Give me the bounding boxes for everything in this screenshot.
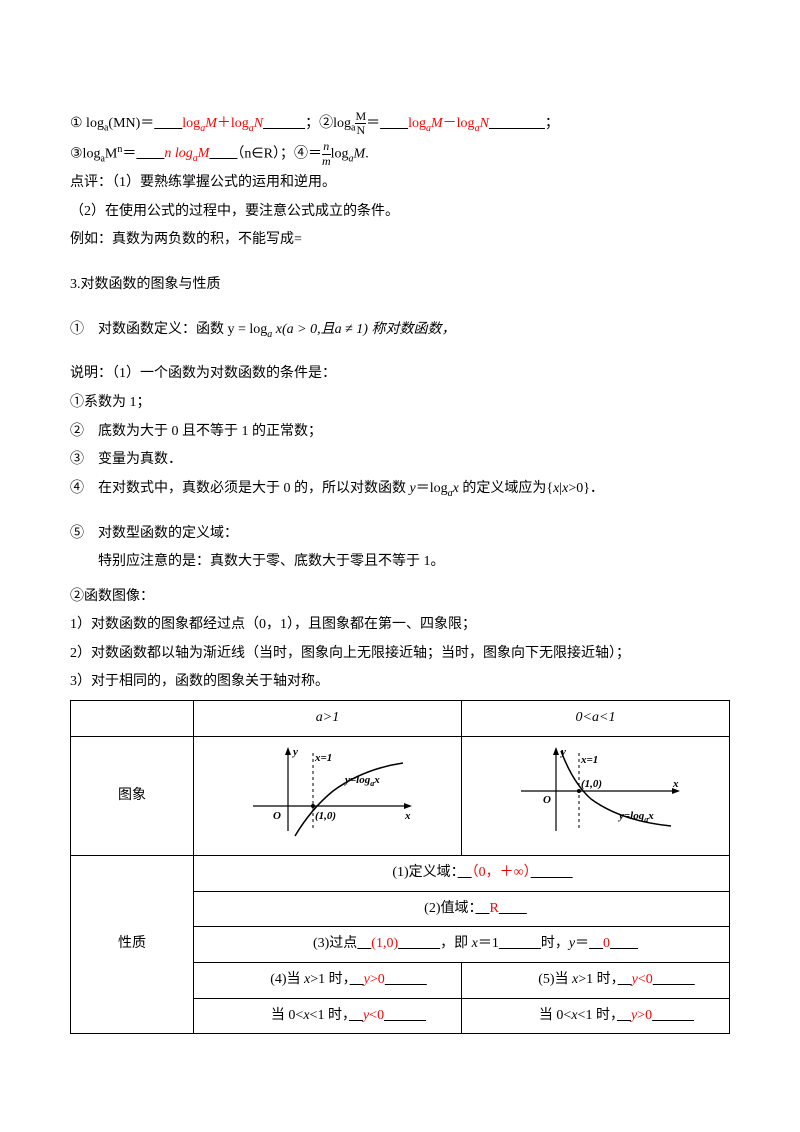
svg-text:O: O (273, 810, 281, 822)
cond-4: ④ 在对数式中，真数必须是大于 0 的，所以对数函数 y＝logax 的定义域应… (70, 476, 730, 503)
svg-text:y: y (291, 746, 298, 758)
graph-decreasing: y x=1 y=logax O (1,0) x (462, 736, 730, 856)
svg-text:O: O (543, 794, 551, 806)
prop-range: (2)值域： R (194, 891, 730, 927)
definition: ① 对数函数定义：函数 y = loga x(a > 0,且a ≠ 1) 称对数… (70, 317, 730, 344)
table-corner (71, 701, 194, 737)
svg-text:y=logax: y=logax (617, 810, 654, 824)
explain-lead: 说明：（1）一个函数为对数函数的条件是： (70, 361, 730, 388)
graph-note-1: 1）对数函数的图象都经过点（0，1），且图象都在第一、四象限； (70, 612, 730, 639)
prop-4: (4)当 x>1 时， y>0 (194, 963, 462, 999)
svg-text:(1,0): (1,0) (581, 778, 602, 790)
prop-4b: 当 0<x<1 时， y<0 (194, 998, 462, 1034)
svg-text:(1,0): (1,0) (315, 810, 336, 822)
col-a-lt-1: 0<a<1 (462, 701, 730, 737)
graph-note-3: 3）对于相同的，函数的图象关于轴对称。 (70, 669, 730, 696)
svg-text:y=logax: y=logax (343, 774, 380, 788)
row-graph-label: 图象 (71, 736, 194, 856)
svg-text:y: y (559, 746, 566, 758)
image-heading: ②函数图像： (70, 584, 730, 611)
cond-5: ⑤ 对数型函数的定义域： (70, 521, 730, 548)
section-3-title: 3.对数函数的图象与性质 (70, 272, 730, 299)
cond-1: ①系数为 1； (70, 390, 730, 417)
svg-text:x=1: x=1 (580, 754, 598, 766)
comment-2: （2）在使用公式的过程中，要注意公式成立的条件。 (70, 199, 730, 226)
svg-text:x: x (404, 810, 411, 822)
example: 例如：真数为两负数的积，不能写成= (70, 227, 730, 254)
prop-domain: (1)定义域： （0，＋∞） (194, 856, 730, 892)
prop-5: (5)当 x>1 时， y<0 (462, 963, 730, 999)
row-property-label: 性质 (71, 856, 194, 1034)
cond-3: ③ 变量为真数． (70, 447, 730, 474)
graph-note-2: 2）对数函数都以轴为渐近线（当时，图象向上无限接近轴；当时，图象向下无限接近轴）… (70, 641, 730, 668)
col-a-gt-1: a>1 (194, 701, 462, 737)
svg-text:x=1: x=1 (314, 752, 332, 764)
comment-1: 点评：（1）要熟练掌握公式的运用和逆用。 (70, 170, 730, 197)
prop-point: (3)过点 (1,0) ，即 x＝1 时，y＝ 0 (194, 927, 730, 963)
svg-text:x: x (672, 778, 679, 790)
formula-line-2: ③logaMn＝ n logaM （n∈R）；④＝nmlogaM. (70, 140, 730, 168)
properties-table: a>1 0<a<1 图象 y x=1 y=logax O (1,0) x (70, 700, 730, 1034)
graph-increasing: y x=1 y=logax O (1,0) x (194, 736, 462, 856)
formula-line-1: ① loga(MN)＝ logaM＋logaN ；②logaMN＝ logaM－… (70, 110, 730, 138)
cond-5b: 特别应注意的是：真数大于零、底数大于零且不等于 1。 (98, 549, 730, 576)
prop-5b: 当 0<x<1 时， y>0 (462, 998, 730, 1034)
cond-2: ② 底数为大于 0 且不等于 1 的正常数； (70, 419, 730, 446)
